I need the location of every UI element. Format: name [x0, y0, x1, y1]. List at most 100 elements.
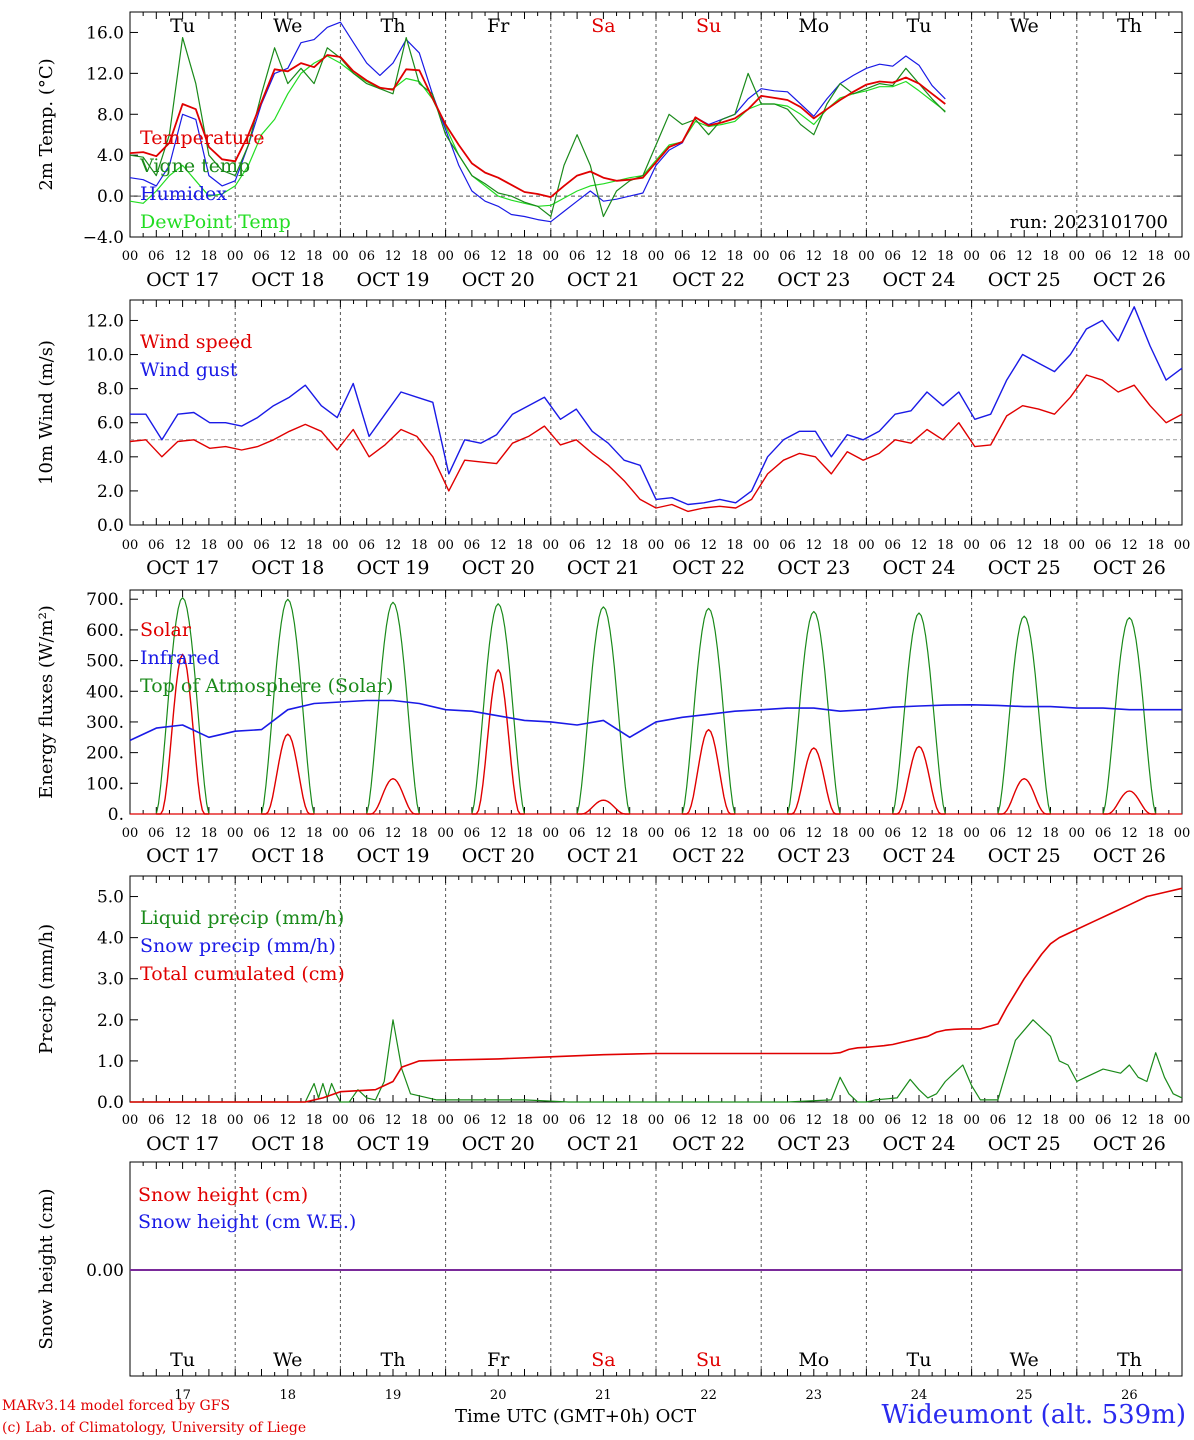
hour-tick-label: 00 — [648, 249, 665, 264]
hour-tick-label: 18 — [621, 1113, 638, 1128]
hour-tick-label: 06 — [674, 249, 691, 264]
hour-tick-label: 18 — [516, 249, 533, 264]
hour-tick-label: 06 — [990, 1113, 1007, 1128]
y-axis-label: 2m Temp. (°C) — [36, 58, 57, 190]
day-name-label: Tu — [907, 15, 932, 37]
day-name-label: We — [1010, 15, 1039, 37]
day-number-label: 24 — [911, 1388, 928, 1403]
date-label: OCT 23 — [777, 1133, 850, 1155]
hour-tick-label: 00 — [648, 1113, 665, 1128]
date-label: OCT 21 — [567, 1133, 640, 1155]
date-label: OCT 19 — [356, 269, 429, 291]
hour-tick-label: 00 — [753, 538, 770, 553]
hour-tick-label: 00 — [963, 1113, 980, 1128]
hour-tick-label: 12 — [385, 538, 402, 553]
y-tick-label: 8.0 — [97, 105, 124, 125]
day-number-label: 25 — [1016, 1388, 1033, 1403]
toa-solar-line — [681, 607, 736, 815]
liquid-precip-line — [130, 1019, 1183, 1103]
hour-tick-label: 06 — [148, 826, 165, 841]
hour-tick-label: 18 — [1147, 1113, 1164, 1128]
hour-tick-label: 12 — [700, 826, 717, 841]
toa-solar-line — [260, 598, 315, 815]
y-tick-label: 4.0 — [97, 448, 124, 468]
hour-tick-label: 18 — [516, 538, 533, 553]
hour-tick-label: 12 — [1016, 826, 1033, 841]
hour-tick-label: 18 — [832, 249, 849, 264]
hour-tick-label: 12 — [174, 1113, 191, 1128]
date-label: OCT 26 — [1093, 557, 1166, 579]
hour-tick-label: 18 — [306, 538, 323, 553]
day-name-label: Su — [696, 15, 721, 37]
hour-tick-label: 18 — [411, 538, 428, 553]
date-label: OCT 17 — [146, 1133, 219, 1155]
hour-tick-label: 18 — [832, 1113, 849, 1128]
y-axis-label: Precip (mm/h) — [36, 924, 57, 1054]
solar-line — [1103, 790, 1156, 815]
legend-entry: Humidex — [140, 183, 227, 205]
legend-entry: Infrared — [140, 647, 220, 669]
hour-tick-label: 12 — [700, 249, 717, 264]
day-name-label: Mo — [798, 1349, 829, 1371]
y-tick-label: 0.0 — [97, 516, 124, 536]
day-name-label: We — [1010, 1349, 1039, 1371]
hour-tick-label: 12 — [806, 826, 823, 841]
hour-tick-label: 00 — [1174, 538, 1191, 553]
date-label: OCT 19 — [356, 557, 429, 579]
hour-tick-label: 06 — [358, 826, 375, 841]
solar-line — [577, 799, 630, 815]
hour-tick-label: 00 — [227, 1113, 244, 1128]
hour-tick-label: 18 — [727, 1113, 744, 1128]
hour-tick-label: 06 — [674, 538, 691, 553]
y-tick-label: 0.00 — [86, 1261, 124, 1281]
temp-series-line — [129, 21, 946, 223]
y-tick-label: 3.0 — [97, 970, 124, 990]
hour-tick-label: 00 — [332, 1113, 349, 1128]
hour-tick-label: 00 — [543, 249, 560, 264]
station-title: Wideumont (alt. 539m) — [881, 1400, 1186, 1430]
y-tick-label: 200. — [86, 744, 124, 764]
hour-tick-label: 06 — [884, 1113, 901, 1128]
hour-tick-label: 18 — [727, 826, 744, 841]
hour-tick-label: 00 — [1069, 1113, 1086, 1128]
hour-tick-label: 00 — [753, 1113, 770, 1128]
hour-tick-label: 06 — [884, 249, 901, 264]
hour-tick-label: 18 — [201, 1113, 218, 1128]
hour-tick-label: 06 — [1095, 1113, 1112, 1128]
panel-frame-1 — [129, 11, 1183, 238]
hour-tick-label: 12 — [1016, 249, 1033, 264]
y-axis-label: Energy fluxes (W/m²) — [36, 605, 57, 799]
hour-tick-label: 18 — [621, 538, 638, 553]
legend-entry: Snow height (cm W.E.) — [138, 1211, 356, 1233]
hour-tick-label: 00 — [543, 1113, 560, 1128]
date-label: OCT 20 — [462, 269, 535, 291]
date-label: OCT 17 — [146, 269, 219, 291]
day-name-label: Sa — [591, 15, 615, 37]
y-tick-label: 400. — [86, 682, 124, 702]
day-name-label: Tu — [170, 15, 195, 37]
hour-tick-label: 00 — [963, 538, 980, 553]
y-axis-label: Snow height (cm) — [36, 1188, 57, 1349]
toa-solar-line — [576, 606, 631, 815]
hour-tick-label: 18 — [411, 826, 428, 841]
hour-tick-label: 00 — [963, 826, 980, 841]
hour-tick-label: 12 — [911, 249, 928, 264]
hour-tick-label: 18 — [306, 249, 323, 264]
lab-credit: (c) Lab. of Climatology, University of L… — [2, 1420, 307, 1436]
date-label: OCT 23 — [777, 845, 850, 867]
hour-tick-label: 12 — [490, 538, 507, 553]
day-name-label: Th — [381, 15, 406, 37]
panel-frame-3 — [129, 589, 1183, 815]
hour-tick-label: 00 — [227, 826, 244, 841]
day-name-label: Sa — [591, 1349, 615, 1371]
hour-tick-label: 06 — [253, 249, 270, 264]
hour-tick-label: 00 — [122, 826, 139, 841]
hour-tick-label: 12 — [1121, 1113, 1138, 1128]
day-name-label: Fr — [487, 15, 510, 37]
hour-tick-label: 06 — [990, 249, 1007, 264]
day-number-label: 21 — [595, 1388, 612, 1403]
hour-tick-label: 00 — [332, 249, 349, 264]
day-number-label: 23 — [806, 1388, 823, 1403]
hour-tick-label: 18 — [201, 538, 218, 553]
hour-tick-label: 18 — [306, 826, 323, 841]
